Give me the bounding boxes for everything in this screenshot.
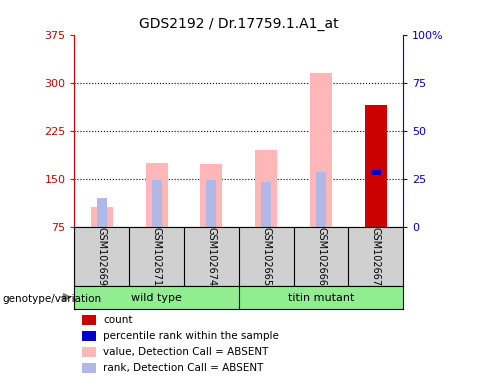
- Text: GSM102667: GSM102667: [371, 227, 381, 286]
- FancyBboxPatch shape: [82, 363, 96, 373]
- Bar: [316, 172, 326, 227]
- Bar: [97, 198, 107, 227]
- Bar: [201, 164, 222, 227]
- Text: GSM102669: GSM102669: [97, 227, 107, 286]
- Text: rank, Detection Call = ABSENT: rank, Detection Call = ABSENT: [103, 363, 264, 373]
- Bar: [365, 105, 387, 227]
- Text: wild type: wild type: [131, 293, 182, 303]
- Text: genotype/variation: genotype/variation: [2, 294, 102, 304]
- Text: GSM102666: GSM102666: [316, 227, 326, 286]
- FancyBboxPatch shape: [82, 331, 96, 341]
- Bar: [152, 180, 162, 227]
- Text: GSM102674: GSM102674: [206, 227, 216, 286]
- Bar: [310, 73, 332, 227]
- Text: titin mutant: titin mutant: [288, 293, 354, 303]
- Bar: [255, 150, 277, 227]
- Text: count: count: [103, 315, 132, 325]
- Bar: [371, 170, 381, 175]
- Bar: [91, 207, 113, 227]
- Text: percentile rank within the sample: percentile rank within the sample: [103, 331, 279, 341]
- Text: value, Detection Call = ABSENT: value, Detection Call = ABSENT: [103, 347, 269, 357]
- Bar: [206, 180, 216, 227]
- FancyBboxPatch shape: [82, 347, 96, 357]
- FancyBboxPatch shape: [82, 315, 96, 325]
- Title: GDS2192 / Dr.17759.1.A1_at: GDS2192 / Dr.17759.1.A1_at: [139, 17, 338, 31]
- Text: GSM102671: GSM102671: [152, 227, 162, 286]
- Text: GSM102665: GSM102665: [261, 227, 271, 286]
- Bar: [145, 162, 168, 227]
- Bar: [261, 182, 271, 227]
